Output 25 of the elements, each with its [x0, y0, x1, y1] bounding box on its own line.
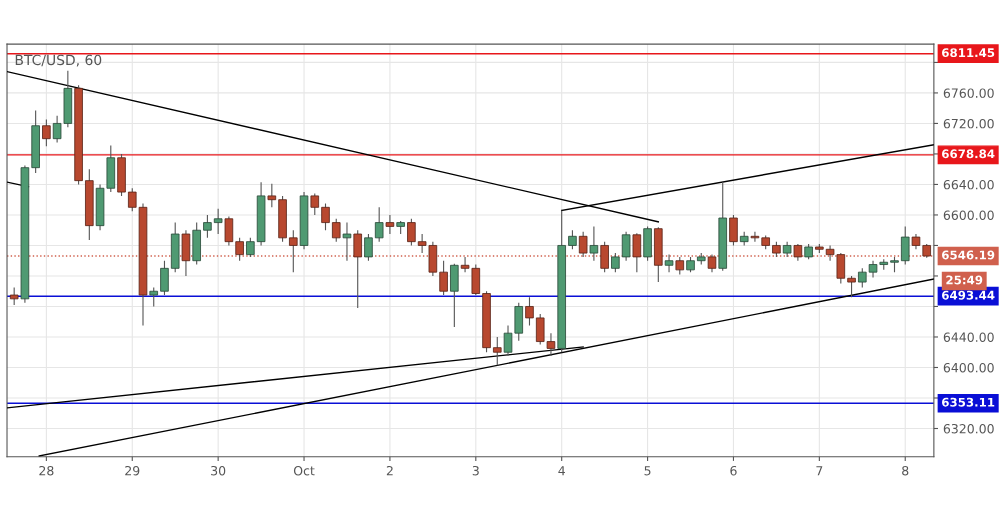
ref-line-label: 6353.11	[942, 397, 995, 407]
x-tick-label: 28	[39, 465, 54, 476]
text: 25:49	[946, 275, 983, 285]
text: BTC/USD, 60	[15, 54, 102, 67]
y-tick-label: 6320.00	[943, 423, 994, 434]
ref-line-label: 6678.84	[942, 149, 995, 159]
x-tick-label: 4	[558, 466, 565, 476]
x-tick-label: 3	[472, 465, 479, 476]
x-tick-label: 29	[125, 465, 140, 476]
x-tick-label: 7	[816, 466, 823, 476]
y-tick-label: 6600.00	[943, 210, 994, 220]
ref-line-label: 6811.45	[942, 48, 995, 58]
y-tick-label: 6400.00	[943, 362, 994, 373]
y-tick-label: 6760.00	[943, 88, 994, 98]
y-tick-label: 6640.00	[943, 179, 994, 190]
x-tick-label: 30	[211, 465, 226, 476]
y-tick-label: 6720.00	[943, 118, 994, 129]
x-tick-label: 6	[730, 465, 737, 476]
x-tick-label: Oct	[293, 465, 315, 476]
x-tick-label: 5	[644, 466, 651, 476]
ref-line-label: 6546.19	[942, 250, 995, 260]
x-tick-label: 2	[386, 465, 393, 476]
y-tick-label: 6440.00	[943, 332, 994, 342]
ref-line-label: 6493.44	[942, 290, 995, 300]
x-tick-label: 8	[902, 465, 909, 476]
